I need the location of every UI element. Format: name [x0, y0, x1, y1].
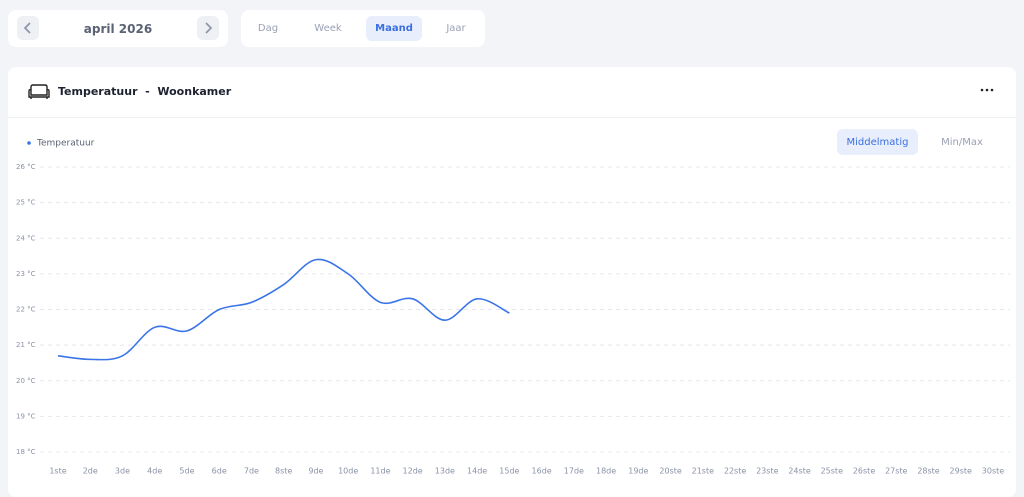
- widget-title: Temperatuur - Woonkamer: [58, 85, 232, 98]
- x-tick-label: 5de: [179, 467, 194, 476]
- x-tick-label: 28ste: [917, 467, 939, 476]
- period-tab[interactable]: Week: [314, 23, 342, 34]
- y-tick-label: 20 °C: [16, 377, 36, 385]
- x-tick-label: 7de: [244, 467, 259, 476]
- more-menu[interactable]: [980, 87, 994, 93]
- x-tick-label: 22ste: [724, 467, 746, 476]
- x-tick-label: 23ste: [756, 467, 778, 476]
- x-tick-label: 6de: [212, 467, 227, 476]
- x-tick-label: 11de: [370, 467, 390, 476]
- x-tick-label: 24ste: [788, 467, 810, 476]
- x-tick-label: 13de: [435, 467, 455, 476]
- line-series: [57, 258, 510, 361]
- x-tick-label: 10de: [338, 467, 358, 476]
- legend-label: Temperatuur: [36, 139, 95, 149]
- month-nav: april 2026: [8, 10, 228, 47]
- x-tick-label: 4de: [147, 467, 162, 476]
- divider: [8, 117, 1016, 118]
- y-tick-label: 25 °C: [16, 199, 36, 207]
- x-tick-label: 17de: [564, 467, 584, 476]
- period-tab[interactable]: Maand: [366, 16, 422, 41]
- y-tick-label: 19 °C: [16, 412, 36, 420]
- x-tick-label: 12de: [403, 467, 423, 476]
- y-tick-label: 23 °C: [16, 270, 36, 278]
- y-tick-label: 26 °C: [16, 163, 36, 171]
- period-tab[interactable]: Jaar: [446, 23, 466, 34]
- widget: Temperatuur - Woonkamer Middelmatig Min/…: [8, 67, 1016, 497]
- y-tick-label: 22 °C: [16, 306, 36, 314]
- x-tick-label: 21ste: [692, 467, 714, 476]
- period-tabs: Dag Week Maand Jaar: [241, 10, 485, 47]
- mode-button[interactable]: Middelmatig: [837, 129, 918, 155]
- month-label: april 2026: [83, 21, 153, 36]
- period-tab[interactable]: Dag: [257, 23, 279, 34]
- x-tick-label: 16de: [532, 467, 552, 476]
- y-tick-label: 24 °C: [16, 234, 36, 242]
- x-tick-label: 30ste: [982, 467, 1004, 476]
- mode-button[interactable]: Min/Max: [941, 136, 983, 148]
- y-tick-label: 21 °C: [16, 341, 36, 349]
- sofa-icon: [28, 84, 50, 99]
- x-tick-label: 8ste: [275, 467, 292, 476]
- x-tick-label: 3de: [115, 467, 130, 476]
- next-button[interactable]: [197, 16, 219, 40]
- x-tick-label: 26ste: [853, 467, 875, 476]
- chevron-left: [23, 22, 31, 34]
- legend-marker: [27, 141, 31, 145]
- x-tick-label: 2de: [83, 467, 98, 476]
- x-tick-label: 20ste: [659, 467, 681, 476]
- x-tick-label: 1ste: [49, 467, 66, 476]
- y-tick-label: 18 °C: [16, 448, 36, 456]
- x-tick-label: 18de: [596, 467, 616, 476]
- x-tick-label: 14de: [467, 467, 487, 476]
- x-tick-label: 19de: [628, 467, 648, 476]
- chevron-right: [205, 22, 213, 34]
- x-tick-label: 29ste: [950, 467, 972, 476]
- x-tick-label: 27ste: [885, 467, 907, 476]
- x-tick-label: 25ste: [821, 467, 843, 476]
- prev-button[interactable]: [17, 16, 39, 40]
- x-tick-label: 9de: [308, 467, 323, 476]
- x-tick-label: 15de: [499, 467, 519, 476]
